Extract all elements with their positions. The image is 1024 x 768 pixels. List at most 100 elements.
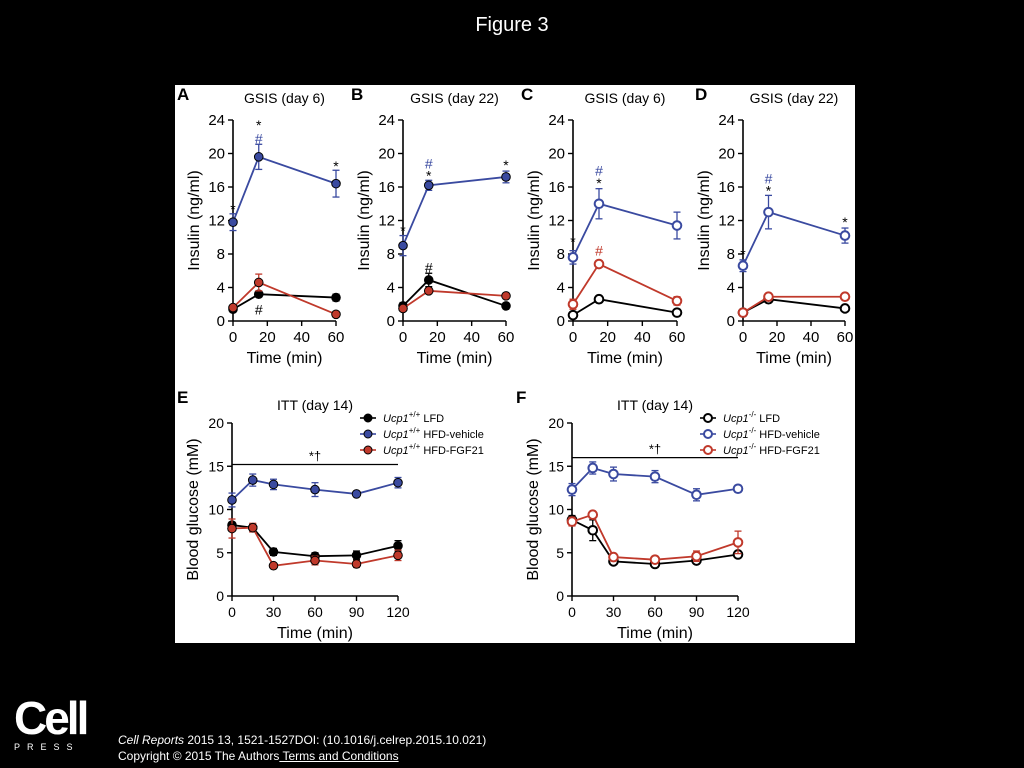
chart-panel-d: D GSIS (day 22) 0 4 8 12 16 20 24 0 20 40 60 Time (mi… xyxy=(695,85,853,367)
data-point xyxy=(593,198,605,210)
y-axis-label: Blood glucose (mM) xyxy=(525,438,542,580)
copyright-line: Copyright © 2015 The Authors Terms and C… xyxy=(118,748,486,764)
x-tick-label: 0 xyxy=(399,329,407,346)
data-point xyxy=(351,550,362,561)
figure-panel: A GSIS (day 6) 0 4 8 12 16 20 24 0 20 40 60 Time (min… xyxy=(175,85,855,643)
data-point xyxy=(423,275,434,285)
x-tick-label: 20 xyxy=(769,329,786,346)
x-axis-label: Time (min) xyxy=(247,350,323,367)
data-point xyxy=(331,178,341,189)
y-tick-label: 0 xyxy=(387,313,395,330)
significance-marker: # xyxy=(255,301,263,317)
series-hfd-vehicle xyxy=(737,194,851,273)
significance-marker: * xyxy=(256,117,262,133)
series-hfd-fgf21 xyxy=(566,509,744,565)
data-point xyxy=(268,547,279,557)
y-axis-label: Insulin (ng/ml) xyxy=(356,170,373,270)
panel-letter: C xyxy=(521,85,533,104)
x-tick-label: 60 xyxy=(328,329,345,346)
series-hfd-fgf21 xyxy=(227,518,403,571)
y-tick-label: 24 xyxy=(208,112,225,129)
y-axis-label: Insulin (ng/ml) xyxy=(696,170,713,270)
series-hfd-vehicle xyxy=(227,473,403,508)
data-point xyxy=(567,252,579,263)
series-line xyxy=(232,281,337,316)
data-point xyxy=(501,301,511,311)
data-point xyxy=(393,541,403,551)
data-point xyxy=(310,484,320,495)
x-tick-label: 90 xyxy=(689,604,705,620)
y-tick-label: 12 xyxy=(718,213,735,230)
y-tick-label: 8 xyxy=(217,246,225,263)
legend-entry: Ucp1+/+ HFD-vehicle xyxy=(383,426,484,441)
x-tick-label: 0 xyxy=(228,604,236,620)
panel-letter: E xyxy=(177,388,188,407)
data-point xyxy=(310,555,320,566)
data-point xyxy=(671,307,683,318)
x-tick-label: 120 xyxy=(386,604,410,620)
data-point xyxy=(587,524,599,536)
y-tick-label: 0 xyxy=(217,313,225,330)
y-tick-label: 10 xyxy=(548,502,564,518)
x-axis-label: Time (min) xyxy=(756,350,832,367)
significance-marker: # xyxy=(595,162,603,178)
significance-marker: * xyxy=(400,223,406,239)
x-tick-label: 0 xyxy=(229,329,237,346)
x-tick-label: 30 xyxy=(606,604,622,620)
significance-marker: * xyxy=(426,167,432,183)
data-point xyxy=(732,483,744,495)
significance-marker: * xyxy=(230,201,236,217)
significance-label: *† xyxy=(649,442,661,457)
y-tick-label: 12 xyxy=(378,213,395,230)
y-tick-label: 12 xyxy=(208,213,225,230)
data-point xyxy=(649,554,661,565)
y-tick-label: 4 xyxy=(557,280,565,297)
y-tick-label: 20 xyxy=(208,415,224,431)
significance-marker: * xyxy=(503,157,509,173)
y-axis-label: Blood glucose (mM) xyxy=(185,438,202,580)
chart-title: GSIS (day 6) xyxy=(244,90,325,106)
series-line xyxy=(232,155,337,223)
y-tick-label: 16 xyxy=(548,179,565,196)
x-tick-label: 60 xyxy=(837,329,854,346)
legend-marker xyxy=(703,413,713,423)
x-axis-label: Time (min) xyxy=(617,625,693,642)
y-tick-label: 4 xyxy=(387,280,395,297)
data-point xyxy=(247,475,258,485)
copyright-text: Copyright © 2015 The Authors xyxy=(118,749,280,763)
data-point xyxy=(501,172,511,182)
significance-marker: # xyxy=(595,243,603,259)
y-tick-label: 24 xyxy=(718,112,735,129)
chart-title: GSIS (day 6) xyxy=(585,90,666,106)
data-point xyxy=(227,523,237,534)
data-point xyxy=(839,303,851,314)
y-tick-label: 20 xyxy=(718,146,735,163)
y-tick-label: 8 xyxy=(557,246,565,263)
significance-label: *† xyxy=(309,449,321,464)
chart-title: GSIS (day 22) xyxy=(410,90,499,106)
data-point xyxy=(608,551,619,563)
data-point xyxy=(732,537,744,548)
series-line xyxy=(572,298,678,316)
panel-letter: D xyxy=(695,85,707,104)
citation-journal: Cell Reports xyxy=(118,733,185,747)
y-tick-label: 5 xyxy=(556,545,564,561)
data-point xyxy=(737,260,749,272)
y-tick-label: 20 xyxy=(208,146,225,163)
data-point xyxy=(567,309,579,321)
terms-and-conditions-link[interactable]: Terms and Conditions xyxy=(279,749,399,763)
series-hfd-fgf21 xyxy=(228,273,341,320)
legend-marker xyxy=(703,445,713,455)
data-point xyxy=(423,286,434,296)
x-tick-label: 60 xyxy=(498,329,515,346)
data-point xyxy=(351,489,362,499)
data-point xyxy=(253,152,264,162)
data-point xyxy=(587,462,599,474)
y-tick-label: 24 xyxy=(548,112,565,129)
series-hfd-fgf21 xyxy=(567,258,683,310)
y-tick-label: 8 xyxy=(727,246,735,263)
chart-title: GSIS (day 22) xyxy=(750,90,839,106)
significance-marker: # xyxy=(255,130,263,146)
x-tick-label: 40 xyxy=(634,329,651,346)
